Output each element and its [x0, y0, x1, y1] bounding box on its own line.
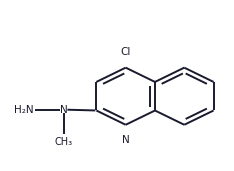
Text: N: N	[60, 105, 67, 115]
Text: N: N	[122, 135, 130, 145]
Text: CH₃: CH₃	[55, 137, 73, 147]
Text: H₂N: H₂N	[14, 105, 34, 115]
Text: Cl: Cl	[121, 47, 131, 57]
